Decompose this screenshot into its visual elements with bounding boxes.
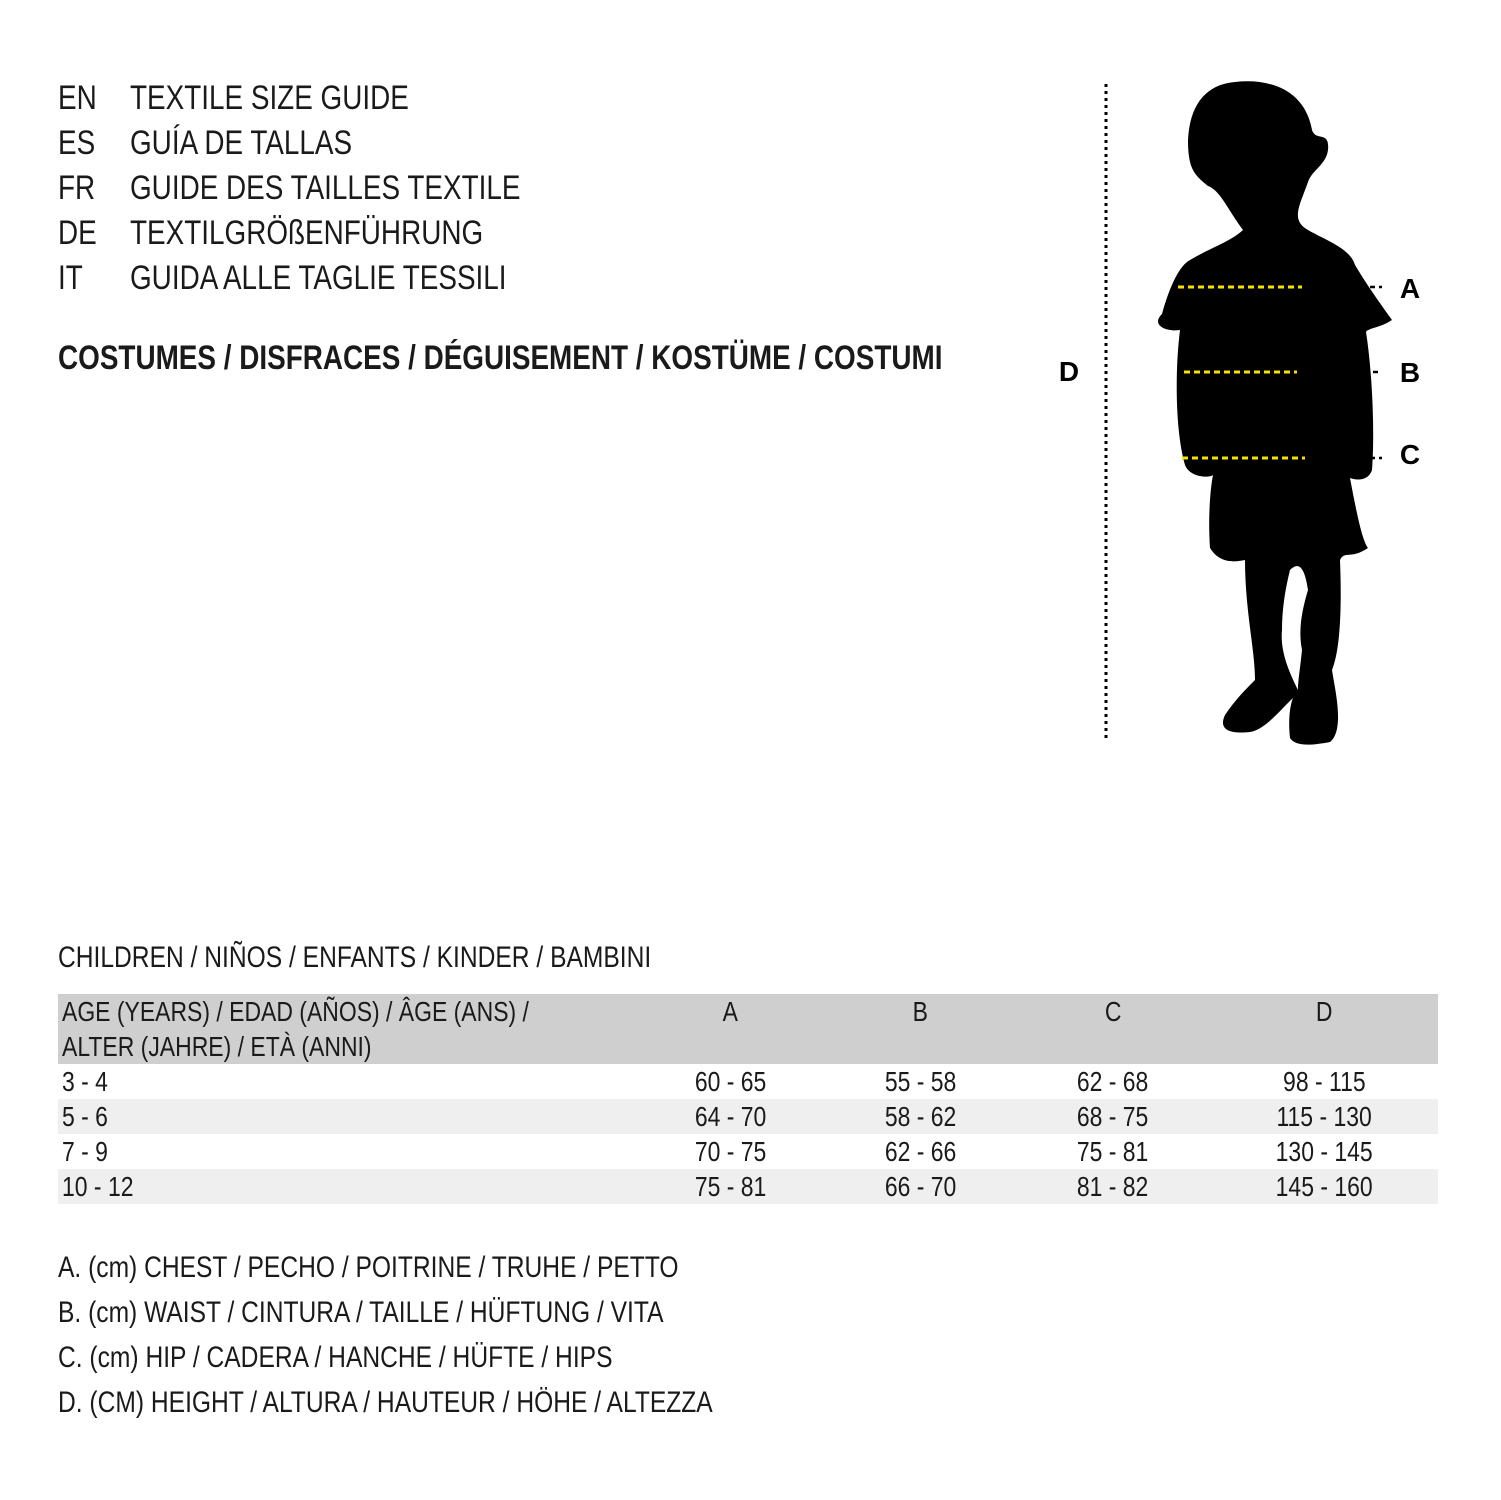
yellow-measure-lines	[1178, 285, 1305, 460]
cell-b: 66 - 70	[884, 1171, 957, 1202]
lang-title: TEXTILGRÖßENFÜHRUNG	[130, 214, 484, 252]
cell-d: 130 - 145	[1275, 1136, 1373, 1167]
child-silhouette-figure: A B C D	[1059, 81, 1420, 745]
header-b: B	[912, 996, 929, 1027]
child-silhouette	[1158, 81, 1392, 745]
lang-code: DE	[58, 214, 97, 252]
label-a: A	[1400, 273, 1420, 304]
lang-title: GUÍA DE TALLAS	[130, 124, 353, 162]
label-b: B	[1400, 357, 1420, 388]
cell-d: 115 - 130	[1276, 1101, 1372, 1132]
age-cell: 5 - 6	[62, 1101, 108, 1132]
cell-d: 145 - 160	[1275, 1171, 1373, 1202]
cell-b: 62 - 66	[884, 1136, 957, 1167]
category-text: COSTUMES / DISFRACES / DÉGUISEMENT / KOS…	[58, 339, 943, 377]
table-row: 7 - 9 70 - 75 62 - 66 75 - 81 130 - 145	[58, 1134, 1438, 1169]
legend-item-c: C. (cm) HIP / CADERA / HANCHE / HÜFTE / …	[58, 1341, 613, 1374]
age-header-line2: ALTER (JAHRE) / ETÀ (ANNI)	[62, 1031, 372, 1062]
table-row: 5 - 6 64 - 70 58 - 62 68 - 75 115 - 130	[58, 1099, 1438, 1134]
size-table: AGE (YEARS) / EDAD (AÑOS) / ÂGE (ANS) / A…	[58, 994, 1438, 1204]
leg-gap	[1281, 566, 1308, 690]
cell-c: 75 - 81	[1077, 1136, 1149, 1167]
cell-c: 62 - 68	[1077, 1066, 1149, 1097]
cell-c: 68 - 75	[1077, 1101, 1149, 1132]
age-cell: 10 - 12	[62, 1171, 134, 1202]
cell-d: 98 - 115	[1282, 1066, 1366, 1097]
lang-title: GUIDE DES TAILLES TEXTILE	[130, 169, 521, 207]
age-cell: 3 - 4	[62, 1066, 108, 1097]
header-c: C	[1104, 996, 1122, 1027]
label-c: C	[1400, 439, 1420, 470]
lang-code: IT	[58, 259, 83, 297]
cell-a: 60 - 65	[694, 1066, 767, 1097]
cell-b: 58 - 62	[884, 1101, 957, 1132]
lang-code: ES	[58, 124, 96, 162]
leader-lines	[1328, 285, 1382, 460]
age-header: AGE (YEARS) / EDAD (AÑOS) / ÂGE (ANS) / A…	[58, 994, 635, 1064]
table-row: 10 - 12 75 - 81 66 - 70 81 - 82 145 - 160	[58, 1169, 1438, 1204]
lang-code: EN	[58, 79, 97, 117]
lang-title: TEXTILE SIZE GUIDE	[130, 79, 409, 117]
header-a: A	[722, 996, 739, 1027]
cell-c: 81 - 82	[1077, 1171, 1149, 1202]
header-d: D	[1315, 996, 1333, 1027]
legend-item-b: B. (cm) WAIST / CINTURA / TAILLE / HÜFTU…	[58, 1296, 664, 1329]
table-row: 3 - 4 60 - 65 55 - 58 62 - 68 98 - 115	[58, 1064, 1438, 1099]
cell-a: 75 - 81	[694, 1171, 767, 1202]
age-cell: 7 - 9	[62, 1136, 108, 1167]
category-heading: COSTUMES / DISFRACES / DÉGUISEMENT / KOS…	[58, 338, 1137, 378]
lang-title: GUIDA ALLE TAGLIE TESSILI	[130, 259, 507, 297]
cell-b: 55 - 58	[884, 1066, 957, 1097]
legend-item-a: A. (cm) CHEST / PECHO / POITRINE / TRUHE…	[58, 1251, 679, 1284]
group-title-text: CHILDREN / NIÑOS / ENFANTS / KINDER / BA…	[58, 941, 652, 974]
cell-a: 64 - 70	[694, 1101, 767, 1132]
size-group-title: CHILDREN / NIÑOS / ENFANTS / KINDER / BA…	[58, 940, 781, 976]
age-header-line1: AGE (YEARS) / EDAD (AÑOS) / ÂGE (ANS) /	[62, 996, 529, 1027]
legend-item-d: D. (CM) HEIGHT / ALTURA / HAUTEUR / HÖHE…	[58, 1386, 713, 1419]
cell-a: 70 - 75	[694, 1136, 767, 1167]
label-d: D	[1059, 356, 1079, 387]
lang-code: FR	[58, 169, 96, 207]
table-header-row: AGE (YEARS) / EDAD (AÑOS) / ÂGE (ANS) / A…	[58, 994, 1438, 1064]
